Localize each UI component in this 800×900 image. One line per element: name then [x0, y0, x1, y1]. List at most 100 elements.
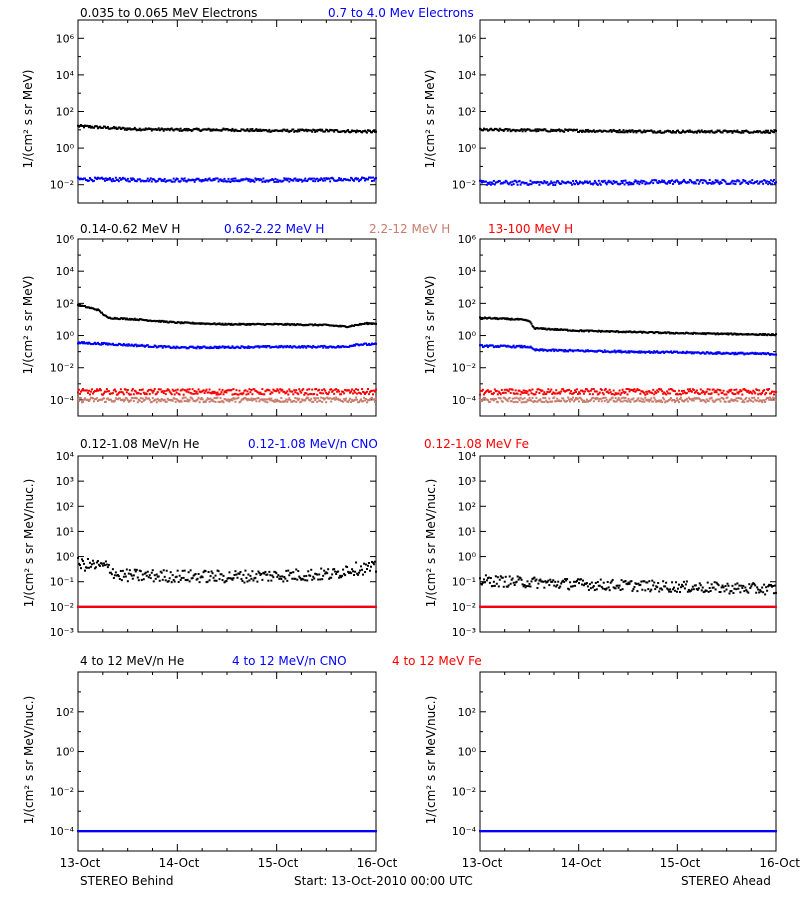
data-point: [343, 392, 346, 395]
data-point: [186, 388, 189, 391]
data-point: [305, 574, 308, 577]
data-point: [483, 396, 486, 399]
data-point: [173, 180, 176, 183]
data-point: [593, 589, 596, 592]
data-point: [582, 392, 585, 395]
data-point: [523, 584, 526, 587]
data-point: [331, 390, 334, 393]
data-point: [710, 396, 713, 399]
data-point: [553, 584, 556, 587]
data-point: [248, 178, 251, 181]
data-point: [227, 398, 230, 401]
data-point: [531, 396, 534, 399]
data-point: [322, 179, 325, 182]
data-point: [349, 391, 352, 394]
data-point: [591, 393, 594, 396]
data-point: [112, 125, 115, 128]
data-point: [736, 400, 739, 403]
data-point: [681, 392, 684, 395]
data-point: [187, 400, 190, 403]
data-point: [627, 350, 630, 353]
data-point: [147, 576, 150, 579]
data-point: [514, 179, 517, 182]
data-point: [527, 393, 530, 396]
data-point: [334, 398, 337, 401]
data-point: [183, 400, 186, 403]
data-point: [208, 177, 211, 180]
data-point: [111, 342, 114, 345]
data-point: [217, 570, 220, 573]
ytick-label: 10²: [56, 500, 74, 513]
data-point: [643, 129, 646, 132]
data-point: [653, 130, 656, 133]
data-point: [218, 388, 221, 391]
data-point: [79, 567, 82, 570]
data-point: [606, 390, 609, 393]
data-point: [510, 183, 513, 186]
data-point: [539, 388, 542, 391]
data-point: [760, 399, 763, 402]
data-point: [628, 351, 631, 354]
data-point: [628, 390, 631, 393]
data-point: [597, 179, 600, 182]
data-point: [669, 398, 672, 401]
data-point: [717, 393, 720, 396]
data-point: [509, 181, 512, 184]
data-point: [636, 182, 639, 185]
data-point: [662, 392, 665, 395]
data-point: [265, 129, 268, 132]
data-point: [632, 182, 635, 185]
data-point: [536, 586, 539, 589]
data-point: [222, 393, 225, 396]
legend-protons-black: 0.14-0.62 MeV H: [80, 222, 181, 236]
data-point: [775, 181, 777, 184]
data-point: [104, 177, 107, 180]
data-point: [687, 390, 690, 393]
data-point: [253, 180, 256, 183]
data-point: [183, 569, 186, 572]
data-point: [619, 349, 622, 352]
data-point: [155, 573, 158, 576]
data-point: [533, 348, 536, 351]
data-point: [764, 400, 767, 403]
data-point: [754, 392, 757, 395]
data-point: [602, 351, 605, 354]
data-point: [550, 388, 553, 391]
data-point: [254, 397, 257, 400]
data-point: [515, 181, 518, 184]
data-point: [326, 572, 329, 575]
data-point: [370, 176, 373, 179]
data-point: [123, 177, 126, 180]
data-point: [231, 393, 234, 396]
data-point: [705, 181, 708, 184]
data-point: [284, 400, 287, 403]
data-point: [685, 392, 688, 395]
data-point: [254, 576, 257, 579]
data-point: [322, 574, 325, 577]
data-point: [195, 347, 198, 350]
data-point: [331, 573, 334, 576]
data-point: [221, 179, 224, 182]
data-point: [246, 580, 249, 583]
data-point: [609, 391, 612, 394]
data-point: [580, 181, 583, 184]
data-point: [582, 584, 585, 587]
data-point: [134, 128, 137, 131]
data-point: [321, 389, 324, 392]
data-point: [691, 333, 694, 336]
data-point: [775, 333, 777, 336]
data-point: [109, 571, 112, 574]
data-point: [713, 131, 716, 134]
data-point: [647, 398, 650, 401]
data-point: [661, 179, 664, 182]
data-point: [276, 575, 279, 578]
data-point: [283, 576, 286, 579]
data-point: [690, 390, 693, 393]
data-point: [294, 391, 297, 394]
data-point: [150, 571, 153, 574]
data-point: [599, 397, 602, 400]
data-point: [707, 130, 710, 133]
data-point: [558, 586, 561, 589]
data-point: [131, 397, 134, 400]
data-point: [662, 350, 665, 353]
